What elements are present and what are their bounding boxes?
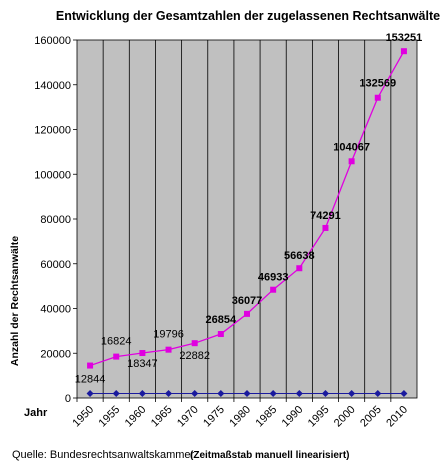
data-label: 16824 bbox=[101, 336, 132, 348]
x-tick-label: 1975 bbox=[201, 404, 227, 430]
data-label: 36077 bbox=[232, 295, 263, 307]
data-label: 26854 bbox=[206, 314, 237, 326]
data-point-marker bbox=[86, 390, 94, 398]
data-label: 22882 bbox=[179, 350, 210, 362]
x-tick-label: 1970 bbox=[175, 404, 201, 430]
data-point-marker bbox=[374, 390, 382, 398]
data-point-marker bbox=[374, 94, 381, 101]
data-label: 132569 bbox=[359, 78, 396, 90]
data-point-marker bbox=[400, 390, 408, 398]
x-tick-label: 1995 bbox=[306, 404, 332, 430]
data-label: 18347 bbox=[127, 358, 158, 370]
data-point-marker bbox=[165, 346, 172, 353]
data-point-marker bbox=[217, 331, 224, 338]
data-label: 56638 bbox=[284, 250, 315, 262]
y-axis: 0 20000 40000 60000 80000 100000 120000 140000 1… bbox=[34, 35, 77, 405]
y-tick-label: 80000 bbox=[40, 214, 71, 226]
data-point-marker bbox=[191, 340, 198, 347]
data-point-marker bbox=[138, 390, 146, 398]
data-label: 12844 bbox=[75, 374, 106, 386]
grid-lines bbox=[102, 40, 392, 398]
x-tick-label: 2005 bbox=[358, 404, 384, 430]
x-tick-label: 1990 bbox=[280, 404, 306, 430]
data-label: 19796 bbox=[153, 329, 184, 341]
x-tick-label: 2000 bbox=[332, 404, 358, 430]
x-tick-label: 1950 bbox=[70, 404, 96, 430]
data-point-marker bbox=[139, 350, 146, 357]
data-point-marker bbox=[87, 362, 94, 369]
x-tick-label: 1960 bbox=[123, 404, 149, 430]
series-layer bbox=[86, 48, 408, 398]
x-tick-label: 1980 bbox=[227, 404, 253, 430]
y-tick-label: 20000 bbox=[40, 348, 71, 360]
data-label: 153251 bbox=[386, 32, 423, 44]
data-point-marker bbox=[348, 158, 355, 165]
y-tick-label: 160000 bbox=[34, 35, 71, 47]
y-tick-label: 0 bbox=[65, 393, 71, 405]
data-point-marker bbox=[400, 48, 407, 55]
x-axis-label: Jahr bbox=[24, 407, 48, 419]
scale-note: (Zeitmaßstab manuell linearisiert) bbox=[190, 450, 350, 461]
data-point-marker bbox=[112, 390, 120, 398]
data-point-marker bbox=[165, 390, 173, 398]
data-label: 74291 bbox=[310, 210, 341, 222]
y-tick-label: 140000 bbox=[34, 80, 71, 92]
x-tick-label: 1965 bbox=[149, 404, 175, 430]
chart-title: Entwicklung der Gesamtzahlen der zugelas… bbox=[56, 9, 440, 23]
data-point-marker bbox=[269, 390, 277, 398]
x-axis: 1950 1955 1960 1965 1970 1975 1980 1985 1990 1995… bbox=[70, 398, 410, 429]
data-point-marker bbox=[244, 310, 250, 317]
data-point-marker bbox=[321, 390, 329, 398]
data-point-marker bbox=[217, 390, 225, 398]
data-point-marker bbox=[296, 265, 303, 272]
y-tick-label: 120000 bbox=[34, 125, 71, 137]
data-point-marker bbox=[348, 390, 356, 398]
x-tick-label: 1985 bbox=[253, 404, 279, 430]
x-tick-label: 1955 bbox=[97, 404, 123, 430]
y-tick-label: 40000 bbox=[40, 304, 71, 316]
data-label: 46933 bbox=[258, 272, 289, 284]
data-point-marker bbox=[295, 390, 303, 398]
y-tick-label: 100000 bbox=[34, 169, 71, 181]
x-tick-label: 2010 bbox=[384, 404, 410, 430]
data-point-marker bbox=[243, 390, 251, 398]
data-labels: 12844 16824 18347 19796 22882 26854 36077 46933… bbox=[75, 32, 423, 385]
data-point-marker bbox=[191, 390, 199, 398]
source-note: Quelle: Bundesrechtsanwaltskammer bbox=[12, 449, 195, 461]
y-axis-label: Anzahl der Rechtsanwälte bbox=[9, 236, 21, 366]
data-point-marker bbox=[322, 224, 329, 231]
data-label: 104067 bbox=[333, 141, 370, 153]
data-point-marker bbox=[113, 353, 120, 360]
y-tick-label: 60000 bbox=[40, 259, 71, 271]
data-point-marker bbox=[270, 286, 277, 293]
plot-area bbox=[76, 39, 418, 399]
